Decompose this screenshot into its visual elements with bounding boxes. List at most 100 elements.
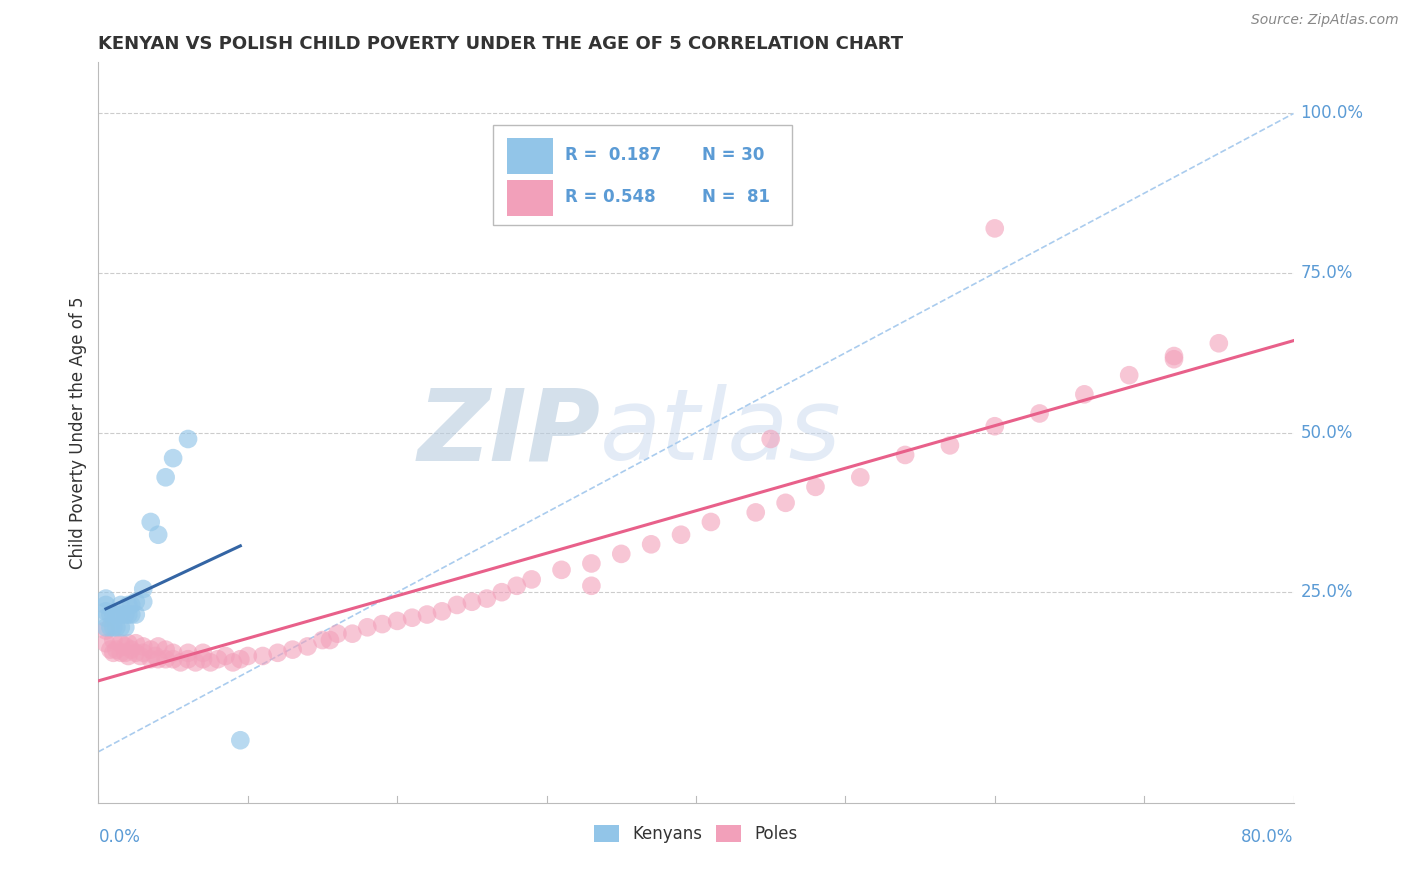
Point [103, 633, 125, 648]
Point [117, 607, 139, 622]
Point [416, 607, 439, 622]
Point [177, 646, 200, 660]
Point [207, 652, 229, 666]
Point [1208, 336, 1230, 351]
Text: Source: ZipAtlas.com: Source: ZipAtlas.com [1251, 13, 1399, 28]
Point [103, 646, 125, 660]
Point [114, 640, 136, 654]
Point [114, 607, 136, 622]
Point [125, 646, 148, 660]
Point [117, 636, 139, 650]
Point [461, 595, 484, 609]
Point [1118, 368, 1140, 383]
Point [94, 624, 117, 638]
Point [236, 648, 259, 663]
Point [745, 505, 768, 519]
Point [281, 642, 304, 657]
Point [252, 648, 274, 663]
Point [114, 646, 136, 660]
Point [191, 646, 214, 660]
Point [356, 620, 378, 634]
Point [162, 451, 184, 466]
Point [148, 527, 170, 541]
Point [110, 636, 132, 650]
Point [94, 604, 117, 618]
Text: atlas: atlas [600, 384, 842, 481]
Legend: Kenyans, Poles: Kenyans, Poles [588, 819, 804, 850]
Point [371, 617, 394, 632]
Point [132, 640, 155, 654]
Point [120, 642, 142, 657]
Point [110, 620, 132, 634]
Text: 50.0%: 50.0% [1301, 424, 1353, 442]
Point [430, 604, 453, 618]
Point [191, 652, 214, 666]
Point [446, 598, 468, 612]
Point [94, 620, 117, 634]
Text: N =  81: N = 81 [702, 188, 770, 206]
Point [148, 652, 170, 666]
Point [125, 636, 148, 650]
Point [200, 656, 222, 670]
Point [385, 614, 409, 628]
Point [169, 656, 191, 670]
Point [229, 652, 252, 666]
Point [103, 607, 125, 622]
Point [129, 648, 152, 663]
Point [297, 640, 319, 654]
Point [177, 432, 200, 446]
Point [132, 595, 155, 609]
Point [342, 626, 364, 640]
Point [110, 646, 132, 660]
Point [491, 585, 513, 599]
Point [117, 648, 139, 663]
Point [326, 626, 349, 640]
Point [162, 646, 184, 660]
Point [184, 656, 207, 670]
Point [1163, 352, 1185, 367]
Point [640, 537, 662, 551]
Point [984, 221, 1007, 235]
Point [103, 620, 125, 634]
Text: 75.0%: 75.0% [1301, 264, 1353, 282]
Point [98, 607, 122, 622]
Text: 25.0%: 25.0% [1301, 583, 1353, 601]
Point [984, 419, 1007, 434]
Point [105, 607, 128, 622]
Point [139, 652, 162, 666]
Text: KENYAN VS POLISH CHILD POVERTY UNDER THE AGE OF 5 CORRELATION CHART: KENYAN VS POLISH CHILD POVERTY UNDER THE… [98, 35, 904, 53]
Text: R = 0.548: R = 0.548 [565, 188, 655, 206]
Point [520, 573, 543, 587]
Point [143, 648, 166, 663]
Point [401, 611, 423, 625]
Text: 0.0%: 0.0% [98, 828, 141, 846]
Point [804, 480, 827, 494]
Text: ZIP: ZIP [418, 384, 600, 481]
Point [581, 557, 603, 571]
Point [132, 582, 155, 596]
Point [581, 579, 603, 593]
Point [120, 607, 142, 622]
Point [1028, 407, 1050, 421]
Point [125, 607, 148, 622]
Point [114, 620, 136, 634]
Point [775, 496, 797, 510]
Point [267, 646, 290, 660]
Point [139, 515, 162, 529]
Point [1163, 349, 1185, 363]
Point [148, 640, 170, 654]
Point [117, 598, 139, 612]
Point [939, 438, 962, 452]
Point [177, 652, 200, 666]
Text: 80.0%: 80.0% [1241, 828, 1294, 846]
Point [125, 595, 148, 609]
Y-axis label: Child Poverty Under the Age of 5: Child Poverty Under the Age of 5 [69, 296, 87, 569]
Point [98, 620, 122, 634]
Point [849, 470, 872, 484]
Point [311, 633, 333, 648]
Point [94, 598, 117, 612]
Point [155, 652, 177, 666]
Point [110, 598, 132, 612]
Text: N = 30: N = 30 [702, 146, 765, 164]
Bar [508, 180, 553, 216]
